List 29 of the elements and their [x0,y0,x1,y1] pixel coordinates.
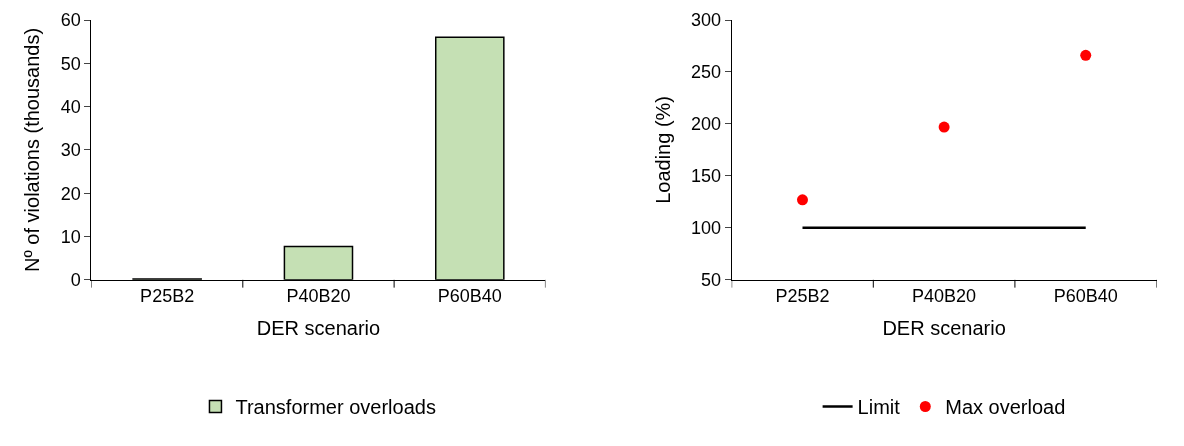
x-tick-label: P60B40 [437,286,502,307]
x-axis-title: DER scenario [882,316,1006,339]
x-tick-label: P25B2 [140,286,195,307]
x-tick-label: P25B2 [775,286,830,307]
y-tick-label: 150 [691,166,722,187]
x-tick-label: P60B40 [1053,286,1118,307]
y-axis-title: Loading (%) [651,96,674,204]
y-tick-label: 20 [60,183,81,204]
legend-label: Limit [857,396,901,419]
y-tick-label: 50 [60,53,81,74]
point [1080,49,1092,61]
y-tick-label: 50 [701,270,722,291]
y-tick-label: 40 [60,96,81,117]
y-tick-label: 30 [60,140,81,161]
legend-label: Max overload [945,396,1066,419]
x-tick-label: P40B20 [286,286,351,307]
y-tick-label: 60 [60,10,81,31]
y-tick-label: 0 [70,270,81,291]
y-tick-label: 200 [691,114,722,135]
y-axis-title: Nº of violations (thousands) [21,27,44,272]
point [796,194,808,206]
x-tick-label: P40B20 [912,286,977,307]
y-tick-label: 250 [691,62,722,83]
y-tick-label: 300 [691,10,722,31]
y-tick-label: 100 [691,218,722,239]
x-axis-title: DER scenario [256,316,381,339]
y-tick-label: 10 [60,226,81,247]
legend-label: Transformer overloads [235,396,436,419]
point [938,121,950,133]
